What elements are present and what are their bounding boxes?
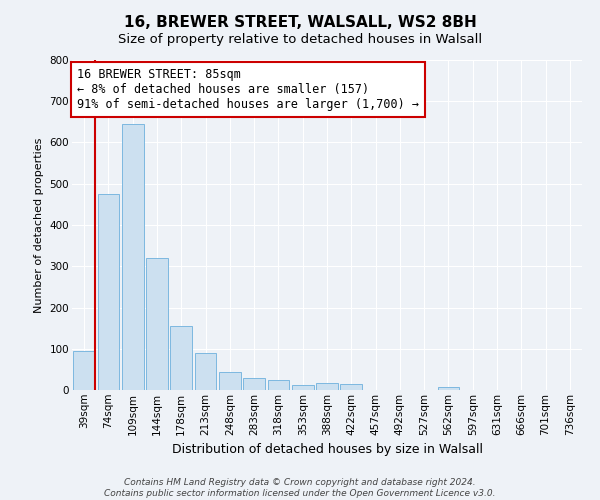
Bar: [194, 353, 217, 390]
Bar: [122, 124, 143, 390]
Bar: [437, 386, 460, 390]
Bar: [73, 351, 95, 390]
Bar: [219, 372, 241, 390]
X-axis label: Distribution of detached houses by size in Walsall: Distribution of detached houses by size …: [172, 443, 482, 456]
Bar: [268, 380, 289, 390]
Bar: [292, 384, 314, 390]
Bar: [146, 258, 168, 390]
Bar: [170, 326, 192, 390]
Text: Contains HM Land Registry data © Crown copyright and database right 2024.
Contai: Contains HM Land Registry data © Crown c…: [104, 478, 496, 498]
Bar: [340, 384, 362, 390]
Bar: [316, 383, 338, 390]
Text: 16, BREWER STREET, WALSALL, WS2 8BH: 16, BREWER STREET, WALSALL, WS2 8BH: [124, 15, 476, 30]
Bar: [97, 194, 119, 390]
Bar: [243, 378, 265, 390]
Text: Size of property relative to detached houses in Walsall: Size of property relative to detached ho…: [118, 32, 482, 46]
Y-axis label: Number of detached properties: Number of detached properties: [34, 138, 44, 312]
Text: 16 BREWER STREET: 85sqm
← 8% of detached houses are smaller (157)
91% of semi-de: 16 BREWER STREET: 85sqm ← 8% of detached…: [77, 68, 419, 112]
